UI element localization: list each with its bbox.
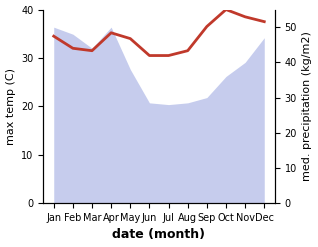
X-axis label: date (month): date (month) [113,228,205,242]
Y-axis label: max temp (C): max temp (C) [5,68,16,145]
Y-axis label: med. precipitation (kg/m2): med. precipitation (kg/m2) [302,31,313,181]
